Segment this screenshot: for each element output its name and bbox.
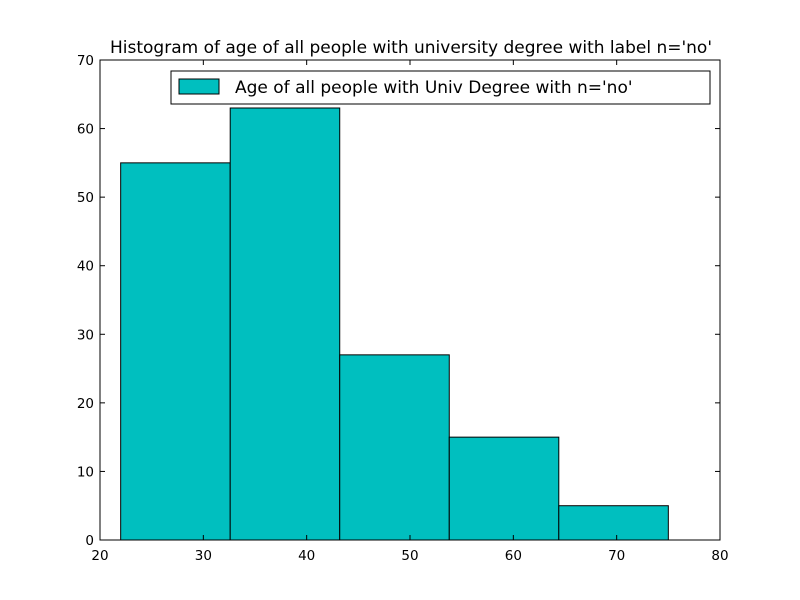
- x-tick-label: 50: [401, 548, 418, 564]
- bars-group: [120, 107, 669, 541]
- x-tick-label: 60: [505, 548, 522, 564]
- legend: Age of all people with Univ Degree with …: [170, 70, 711, 105]
- histogram-bar: [229, 107, 341, 541]
- histogram-bar: [448, 436, 560, 541]
- histogram-bar: [120, 162, 231, 541]
- y-tick-label: 20: [77, 396, 94, 412]
- y-tick-label: 60: [77, 122, 94, 138]
- x-tick-label: 40: [298, 548, 315, 564]
- y-tick-label: 50: [77, 190, 94, 206]
- plot-frame: [99, 59, 721, 541]
- histogram-bar: [339, 354, 450, 541]
- histogram-bar: [558, 505, 669, 541]
- x-tick-label: 80: [711, 548, 728, 564]
- legend-label: Age of all people with Univ Degree with …: [235, 78, 633, 98]
- y-tick-label: 70: [77, 53, 94, 69]
- chart-title: Histogram of age of all people with univ…: [110, 38, 712, 58]
- x-tick-label: 20: [91, 548, 108, 564]
- y-tick-label: 40: [77, 259, 94, 275]
- y-tick-label: 0: [85, 533, 94, 549]
- legend-box: [170, 70, 711, 105]
- x-tick-label: 30: [195, 548, 212, 564]
- legend-swatch: [178, 78, 220, 95]
- x-tick-label: 70: [608, 548, 625, 564]
- y-tick-label: 10: [77, 464, 94, 480]
- y-tick-label: 30: [77, 327, 94, 343]
